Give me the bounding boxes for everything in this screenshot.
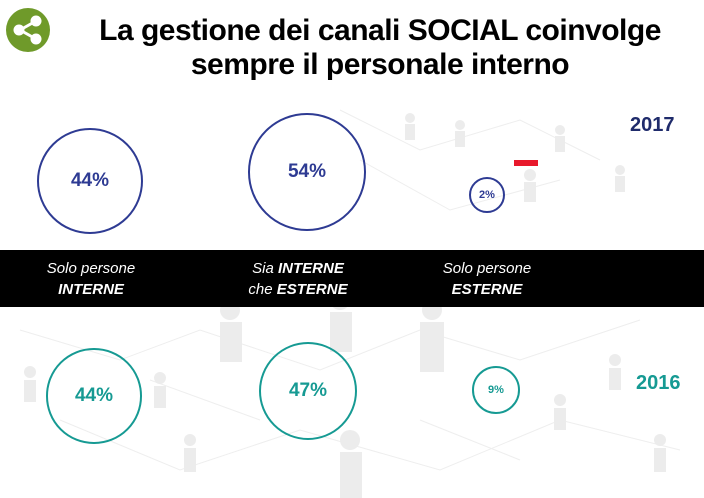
category-line: Solo persone [46, 260, 136, 277]
bubble-label: 44% [70, 169, 109, 191]
share-icon [6, 8, 50, 52]
category-label-interne: Solo persone INTERNE [11, 258, 171, 300]
bubble-2016-2: 47% [258, 341, 358, 441]
category-bold: INTERNE [58, 281, 124, 298]
bubble-label: 2% [479, 189, 495, 201]
legend-2017: 2017 [630, 114, 675, 136]
bubble-2016-1: 44% [46, 348, 142, 444]
bubble-label: 54% [287, 160, 326, 182]
bubble-label: 9% [488, 384, 504, 396]
red-marker [514, 160, 538, 166]
category-bold: ESTERNE [451, 281, 523, 298]
bubble-label: 47% [288, 379, 327, 401]
category-line: che [248, 281, 277, 298]
category-line: Solo persone [442, 260, 532, 277]
bubble-2016-3: 9% [472, 366, 520, 414]
bubble-2017-2: 54% [248, 113, 366, 231]
bubble-label: 44% [74, 384, 113, 406]
legend-2016: 2016 [636, 372, 681, 394]
bubble-2017-3: 2% [469, 177, 505, 213]
category-line: Sia [252, 260, 278, 277]
category-bold: INTERNE [278, 260, 344, 277]
category-label-esterne: Solo persone ESTERNE [407, 258, 567, 300]
category-band [0, 250, 704, 307]
bubble-2017-1: 44% [36, 127, 144, 235]
slide-title: La gestione dei canali SOCIAL coinvolge … [99, 14, 661, 81]
category-label-entrambe: Sia INTERNE che ESTERNE [218, 258, 378, 300]
category-bold: ESTERNE [276, 281, 348, 298]
